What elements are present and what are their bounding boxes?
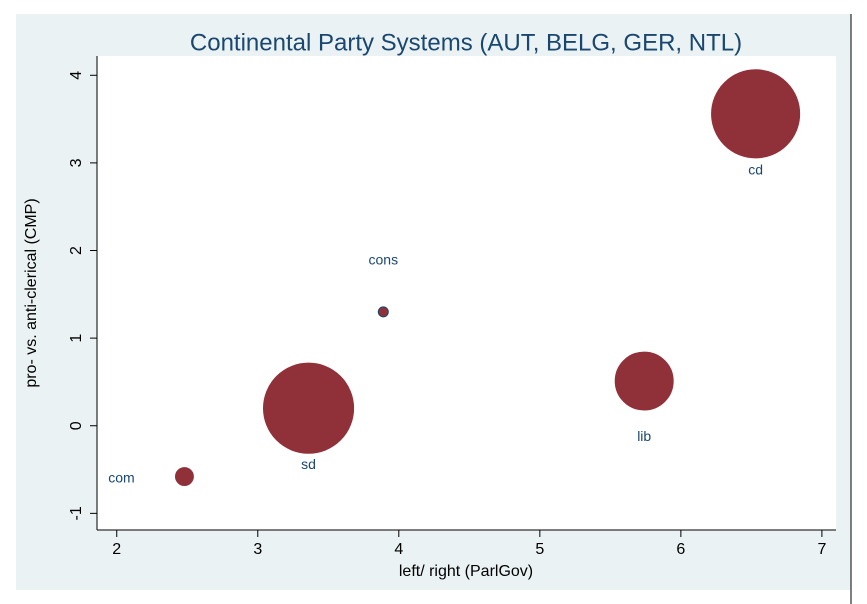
bubble <box>174 467 194 486</box>
bubble-label: com <box>108 469 134 485</box>
plot-region <box>97 56 836 530</box>
x-tick-label: 5 <box>535 541 544 558</box>
x-tick-label: 6 <box>676 541 685 558</box>
x-axis-label: left/ right (ParlGov) <box>399 563 533 580</box>
bubble <box>262 362 355 454</box>
y-tick-label: 3 <box>68 158 85 167</box>
bubble <box>711 69 801 159</box>
y-tick-label: 0 <box>68 421 85 430</box>
x-tick-label: 2 <box>112 541 121 558</box>
bubble-label: lib <box>637 428 651 444</box>
y-axis-label: pro- vs. anti-clerical (CMP) <box>23 198 40 387</box>
x-tick-label: 4 <box>394 541 403 558</box>
chart-title: Continental Party Systems (AUT, BELG, GE… <box>190 29 742 56</box>
bubble-label: cd <box>748 162 763 178</box>
bubble-label: cons <box>369 252 399 268</box>
bubble <box>614 351 674 411</box>
x-tick-label: 7 <box>817 541 826 558</box>
y-tick-label: -1 <box>68 506 85 520</box>
bubble <box>377 306 389 318</box>
y-tick-label: 2 <box>68 246 85 255</box>
y-tick-label: 1 <box>68 334 85 343</box>
bubble-label: sd <box>301 456 316 472</box>
y-tick-label: 4 <box>68 71 85 80</box>
x-tick-label: 3 <box>253 541 262 558</box>
